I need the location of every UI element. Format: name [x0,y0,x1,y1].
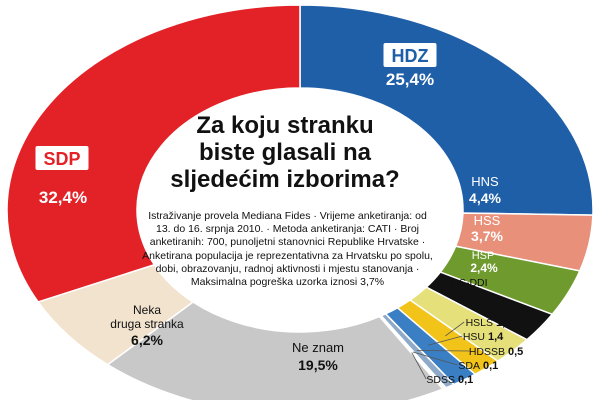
ids-ddi-label: IDS-DDI [448,277,487,289]
hns-label: HNS [471,174,499,189]
hdz-value: 25,4% [386,70,434,89]
hsu-value: 1,4 [488,331,504,343]
ids-ddi-value: 2,3% [455,289,481,301]
hsls-leader [445,321,465,337]
sdp-value: 32,4% [39,188,87,207]
neka-druga-stranka-label-line-1: Neka [133,303,161,317]
chart-slices [6,4,594,400]
chart-title-line-2: biste glasali na [198,139,372,166]
hsls-value: 1,6 [496,317,511,329]
slice-sdp [6,4,301,303]
hdssb-value: 0,5 [508,346,523,358]
hsu-label: HSU [463,331,485,343]
hsp-value: 2,4% [470,261,498,275]
survey-note: Istraživanje provela Mediana Fides · Vri… [142,210,433,289]
hss-value: 3,7% [471,228,503,244]
hss-label: HSS [474,213,501,228]
sdp-logo-label: SDP [43,149,80,169]
sda-leader [412,351,458,366]
sda-value: 0,1 [483,360,498,372]
hsu-leader [428,335,463,346]
sdp-logo-box [35,146,89,170]
hsls-label: HSLS [466,317,493,329]
slice-ne-znam [106,301,445,400]
hdz-logo-label: HDZ [392,46,429,66]
hns-value: 4,4% [469,190,501,206]
chart-title-line-1: Za koju stranku [196,112,374,139]
hdssb-label: HDSSB [469,346,505,358]
ne-znam-label: Ne znam [292,340,344,355]
hdz-logo-box [383,43,437,67]
slice-hdz [299,4,594,216]
sdss-value: 0,1 [458,374,473,386]
chart-title: Za koju stranku biste glasali na sljedeć… [140,112,430,193]
hdssb-leader [416,350,471,352]
neka-druga-stranka-label-line-2: druga stranka [110,317,184,331]
chart-title-line-3: sljedećim izborima? [170,166,400,193]
sdss-leader [411,352,427,380]
hsp-label: HSP [472,250,495,262]
ne-znam-value: 19,5% [298,357,338,373]
sda-label: SDA [458,360,480,372]
sdss-label: SDSS [426,374,455,386]
neka-druga-stranka-value: 6,2% [131,332,163,348]
